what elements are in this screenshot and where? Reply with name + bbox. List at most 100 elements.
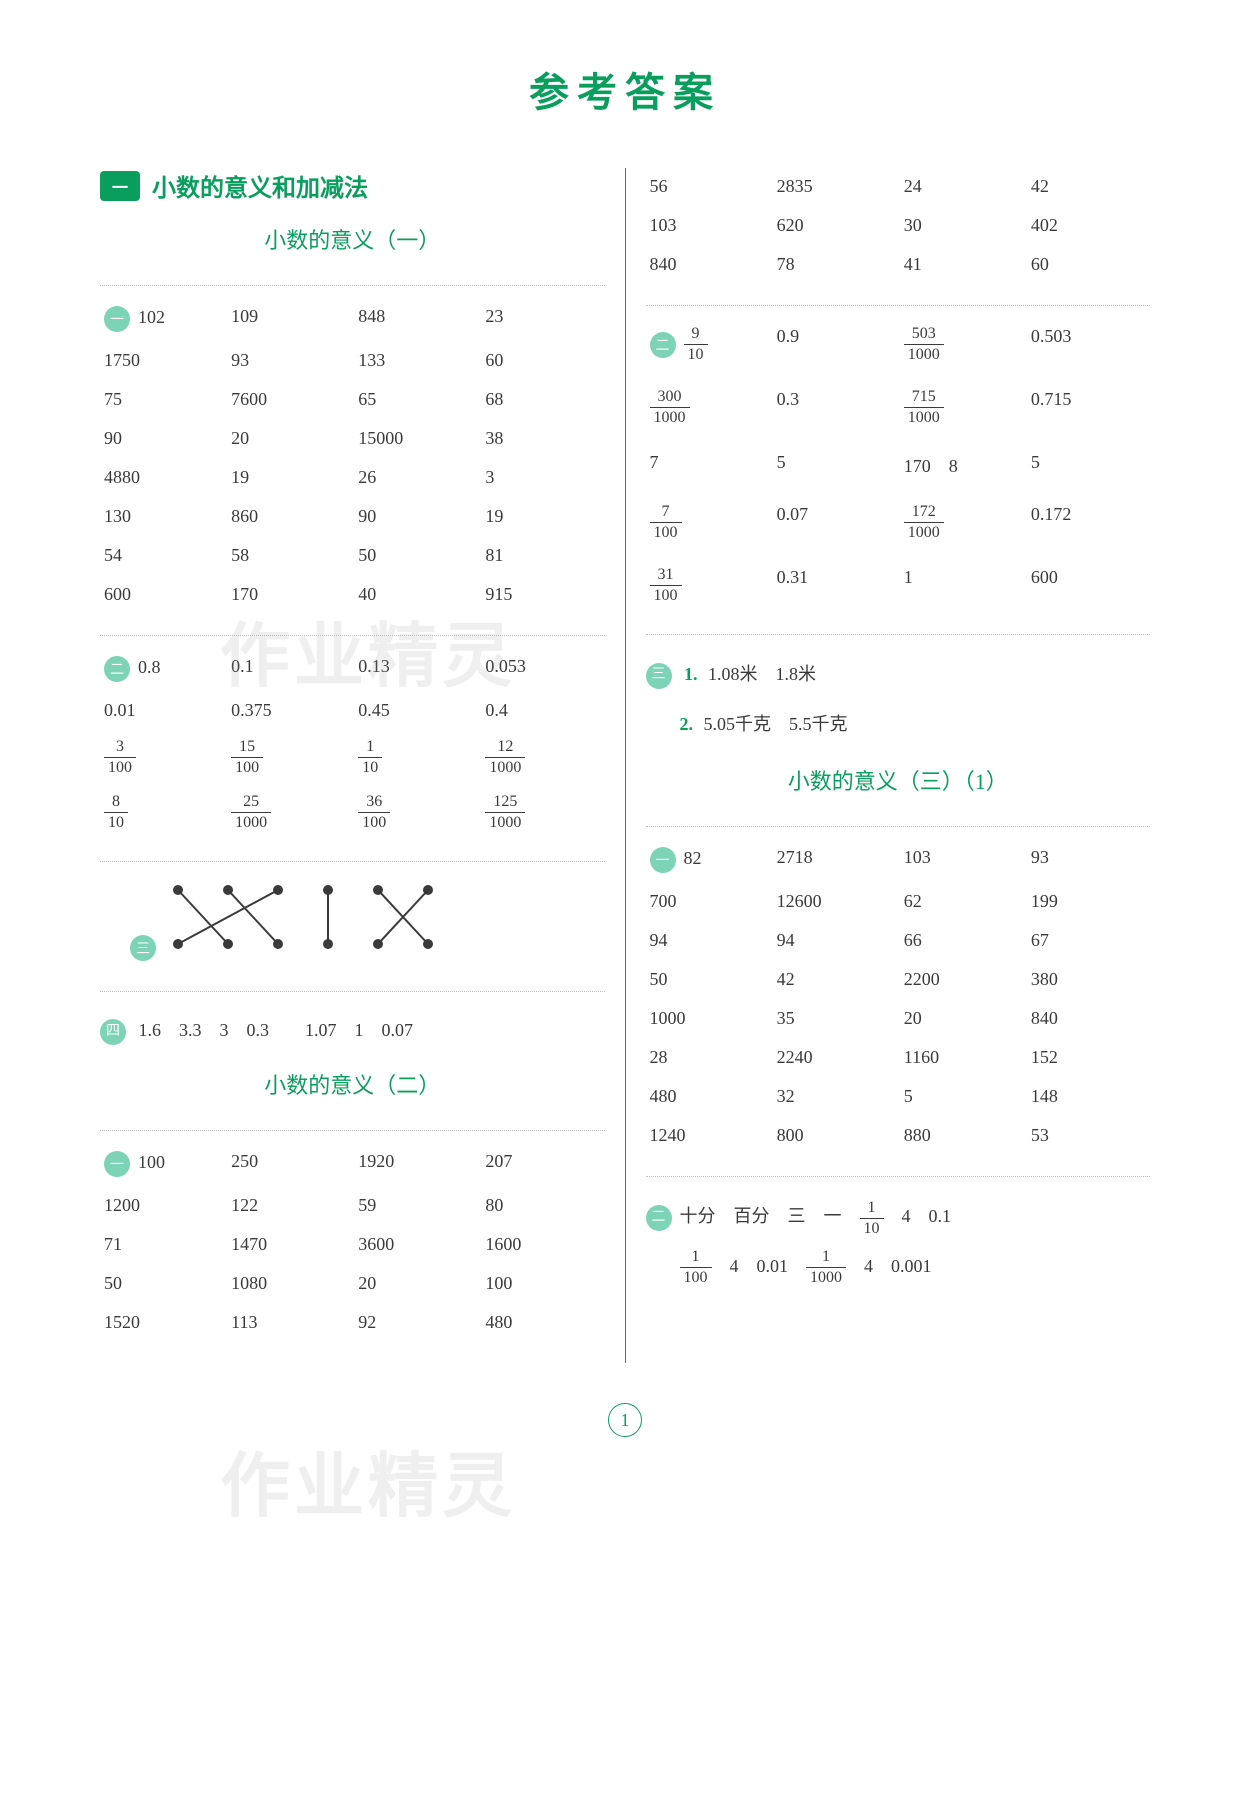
answer-cell: 199: [1031, 891, 1150, 912]
answer-cell: 0.715: [1031, 389, 1150, 426]
answer-cell: 1750: [104, 350, 223, 371]
answer-cell: 380: [1031, 969, 1150, 990]
answer-cell: 0.31: [777, 567, 896, 604]
answer-cell: 62: [904, 891, 1023, 912]
answer-cell: 109: [231, 306, 350, 332]
answer-cell: 92: [358, 1312, 477, 1333]
answer-cell: 42: [777, 969, 896, 990]
answer-cell: 20: [904, 1008, 1023, 1029]
answer-cell: 0.503: [1031, 326, 1150, 363]
answer-cell: 0.45: [358, 700, 477, 721]
answer-cell: 480: [650, 1086, 769, 1107]
section-3-title: 小数的意义（三）（1）: [646, 764, 1151, 796]
r-s3-q2-line2: 1100 4 0.01 11000 4 0.001: [646, 1247, 1151, 1287]
answer-cell: 207: [485, 1151, 604, 1177]
answer-cell: 1080: [231, 1273, 350, 1294]
page-title: 参考答案: [80, 60, 1170, 118]
answer-cell: 94: [650, 930, 769, 951]
answer-cell: 600: [1031, 567, 1150, 604]
answer-cell: 41: [904, 254, 1023, 275]
answer-grid-r-s3: 一822718103937001260062199949466675042220…: [646, 847, 1151, 1146]
answer-cell: 80: [485, 1195, 604, 1216]
matching-svg: [168, 882, 468, 952]
answer-cell: 38: [485, 428, 604, 449]
answer-cell: 50: [104, 1273, 223, 1294]
s2-q1-container: 一100250192020712001225980711470360016005…: [100, 1151, 605, 1333]
answer-cell: 1470: [231, 1234, 350, 1255]
answer-cell: 66: [904, 930, 1023, 951]
answer-cell: 103: [650, 215, 769, 236]
section-2-title: 小数的意义（二）: [100, 1068, 605, 1100]
q4-badge: 四: [100, 1019, 126, 1045]
answer-cell: 5: [777, 452, 896, 478]
separator: [646, 634, 1151, 635]
answer-cell: 1240: [650, 1125, 769, 1146]
chapter-badge: 一: [100, 171, 140, 201]
answer-grid-l-s2: 一100250192020712001225980711470360016005…: [100, 1151, 605, 1333]
content-columns: 一 小数的意义和加减法 小数的意义（一） 一102109848231750931…: [80, 168, 1170, 1363]
answer-cell: 1160: [904, 1047, 1023, 1068]
answer-cell: 1251000: [485, 794, 604, 831]
answer-cell: 620: [777, 215, 896, 236]
answer-cell: 90: [358, 506, 477, 527]
answer-cell: 32: [777, 1086, 896, 1107]
answer-cell: 860: [231, 506, 350, 527]
answer-cell: 1920: [358, 1151, 477, 1177]
answer-cell: 0.13: [358, 656, 477, 682]
answer-cell: 0.172: [1031, 504, 1150, 541]
q1-container: 一102109848231750931336075760065689020150…: [100, 306, 605, 605]
answer-cell: 36100: [358, 794, 477, 831]
answer-cell: 2240: [777, 1047, 896, 1068]
answer-cell: 24: [904, 176, 1023, 197]
answer-cell: 78: [777, 254, 896, 275]
separator: [646, 305, 1151, 306]
chapter-title: 一 小数的意义和加减法: [100, 168, 605, 203]
q3-line2-label: 2.: [680, 714, 694, 734]
answer-cell: 40: [358, 584, 477, 605]
answer-cell: 5: [1031, 452, 1150, 478]
answer-cell: 30: [904, 215, 1023, 236]
answer-cell: 0.01: [104, 700, 223, 721]
answer-cell: 7100: [650, 504, 769, 541]
answer-cell: 3001000: [650, 389, 769, 426]
section-1-title: 小数的意义（一）: [100, 223, 605, 255]
answer-cell: 1200: [104, 1195, 223, 1216]
answer-cell: 一102: [104, 306, 223, 332]
q2-container: 二0.80.10.130.0530.010.3750.450.431001510…: [100, 656, 605, 831]
q-badge: 二: [104, 656, 130, 682]
answer-cell: 7151000: [904, 389, 1023, 426]
matching-diagram: 三: [100, 882, 605, 961]
answer-cell: 67: [1031, 930, 1150, 951]
answer-grid-l1: 一102109848231750931336075760065689020150…: [100, 306, 605, 605]
answer-cell: 130: [104, 506, 223, 527]
answer-cell: 26: [358, 467, 477, 488]
left-column: 一 小数的意义和加减法 小数的意义（一） 一102109848231750931…: [80, 168, 625, 1363]
answer-cell: 840: [1031, 1008, 1150, 1029]
separator: [100, 1130, 605, 1131]
answer-cell: 152: [1031, 1047, 1150, 1068]
answer-cell: 19: [485, 506, 604, 527]
q3-line2-text: 5.05千克 5.5千克: [704, 714, 848, 734]
answer-cell: 0.4: [485, 700, 604, 721]
answer-cell: 0.053: [485, 656, 604, 682]
answer-cell: 0.375: [231, 700, 350, 721]
answer-cell: 4880: [104, 467, 223, 488]
answer-cell: 113: [231, 1312, 350, 1333]
answer-cell: 250: [231, 1151, 350, 1177]
answer-cell: 148: [1031, 1086, 1150, 1107]
answer-cell: 58: [231, 545, 350, 566]
q3-line1-text: 1.08米 1.8米: [708, 664, 816, 684]
answer-cell: 二0.8: [104, 656, 223, 682]
answer-cell: 60: [1031, 254, 1150, 275]
answer-cell: 170: [231, 584, 350, 605]
answer-cell: 103: [904, 847, 1023, 873]
answer-cell: 5: [904, 1086, 1023, 1107]
answer-cell: 二910: [650, 326, 769, 363]
q3-line1-label: 1.: [684, 664, 698, 684]
answer-cell: 1600: [485, 1234, 604, 1255]
right-column: 562835244210362030402840784160 二9100.950…: [626, 168, 1171, 1363]
q4-text: 1.6 3.3 3 0.3 1.07 1 0.07: [139, 1020, 414, 1040]
r-q3-container: 三 1. 1.08米 1.8米 2. 5.05千克 5.5千克: [646, 655, 1151, 744]
q-badge: 二: [650, 332, 676, 358]
q3-badge: 三: [130, 935, 156, 961]
